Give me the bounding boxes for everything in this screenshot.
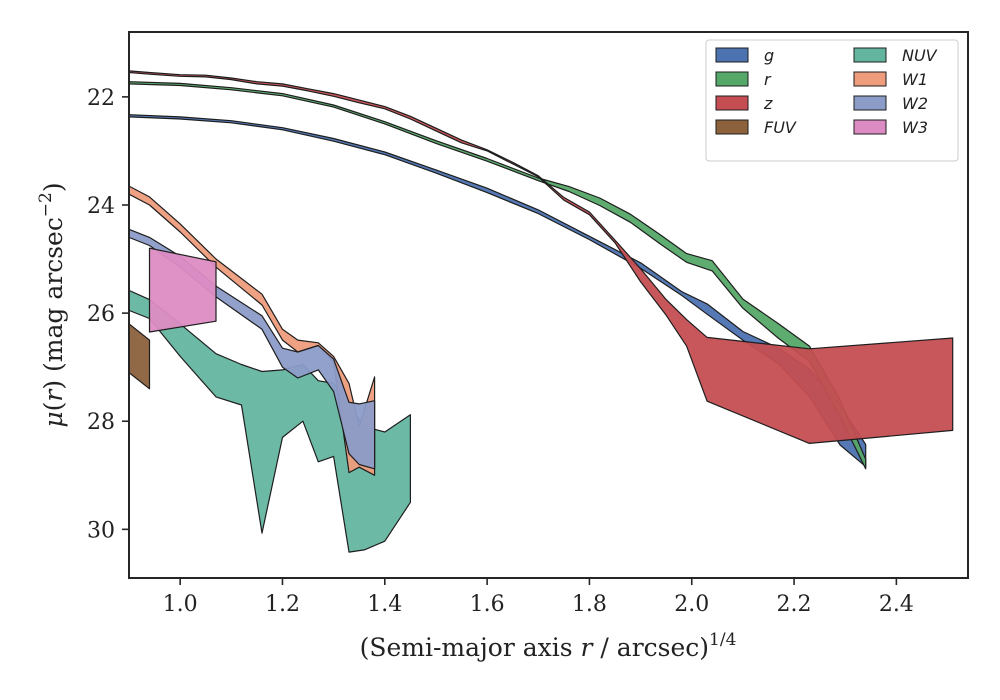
series-areas: [129, 70, 954, 553]
legend-label-w1: W1: [902, 70, 928, 89]
x-tick-label: 2.0: [674, 592, 709, 617]
x-tick-label: 1.6: [470, 592, 505, 617]
y-axis-ticks: 22 24 26 28 30: [87, 86, 129, 543]
legend-label-fuv: FUV: [764, 118, 797, 137]
legend: grz FUV NUV W1 W2 W3: [705, 39, 959, 162]
legend-swatch-fuv: [715, 119, 749, 135]
y-tick-label: 24: [87, 194, 115, 219]
y-tick-label: 26: [87, 302, 115, 327]
band-z: [129, 70, 954, 444]
legend-swatch-g: [715, 47, 749, 63]
band-w3: [148, 247, 217, 333]
legend-swatch-nuv: [853, 47, 887, 63]
x-tick-label: 1.8: [572, 592, 607, 617]
legend-label-w2: W2: [902, 94, 928, 113]
x-tick-label: 2.2: [777, 592, 812, 617]
legend-swatch-z: [715, 95, 749, 111]
legend-label-z: z: [763, 94, 773, 113]
legend-label-r: r: [764, 70, 772, 89]
legend-swatch-r: [715, 71, 749, 87]
y-axis-label: μ(r) (mag arcsec−2): [36, 182, 68, 427]
legend-swatch-w3: [853, 119, 887, 135]
band-nuv: [129, 289, 411, 553]
x-axis-label: (Semi-major axis r / arcsec)1/4: [360, 630, 737, 662]
x-axis-ticks: 1.0 1.2 1.4 1.6 1.8 2.0 2.2 2.4: [163, 578, 914, 617]
plot-frame: [128, 31, 969, 579]
band-r: [129, 81, 867, 470]
legend-label-w3: W3: [902, 118, 928, 137]
legend-label-nuv: NUV: [902, 46, 938, 65]
x-tick-label: 1.4: [367, 592, 402, 617]
band-fuv: [129, 323, 151, 390]
x-tick-label: 2.4: [879, 592, 914, 617]
y-tick-label: 22: [87, 86, 115, 111]
legend-swatch-w2: [853, 95, 887, 111]
legend-box: [705, 39, 959, 162]
legend-label-g: g: [764, 46, 774, 65]
y-tick-label: 28: [87, 410, 115, 435]
y-tick-label: 30: [87, 518, 115, 543]
x-tick-label: 1.0: [163, 592, 198, 617]
legend-swatch-w1: [853, 71, 887, 87]
x-tick-label: 1.2: [265, 592, 300, 617]
